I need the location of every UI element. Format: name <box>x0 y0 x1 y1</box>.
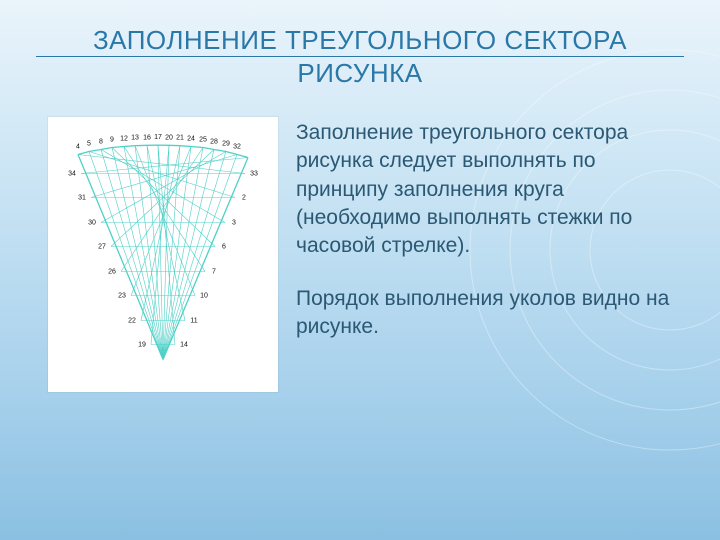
svg-text:21: 21 <box>176 135 184 142</box>
svg-text:24: 24 <box>187 136 195 143</box>
svg-text:17: 17 <box>154 134 162 141</box>
svg-text:34: 34 <box>68 171 76 178</box>
svg-text:29: 29 <box>222 141 230 148</box>
paragraph-1: Заполнение треугольного сектора рисунка … <box>296 119 684 261</box>
slide: ЗАПОЛНЕНИЕ ТРЕУГОЛЬНОГО СЕКТОРА РИСУНКА … <box>0 0 720 540</box>
content-row: 4589121316172021242528293234313027262322… <box>0 97 720 392</box>
svg-text:16: 16 <box>143 134 151 141</box>
svg-text:27: 27 <box>98 244 106 251</box>
isothread-diagram: 4589121316172021242528293234313027262322… <box>48 117 278 392</box>
svg-text:31: 31 <box>78 195 86 202</box>
svg-text:10: 10 <box>200 293 208 300</box>
title-block: ЗАПОЛНЕНИЕ ТРЕУГОЛЬНОГО СЕКТОРА РИСУНКА <box>0 0 720 97</box>
svg-text:3: 3 <box>232 220 236 227</box>
svg-text:26: 26 <box>108 269 116 276</box>
svg-text:13: 13 <box>131 135 139 142</box>
svg-text:19: 19 <box>138 342 146 349</box>
svg-text:8: 8 <box>99 139 103 146</box>
svg-text:20: 20 <box>165 134 173 141</box>
svg-text:5: 5 <box>87 141 91 148</box>
svg-text:12: 12 <box>120 136 128 143</box>
svg-text:11: 11 <box>190 318 197 325</box>
svg-text:6: 6 <box>222 244 226 251</box>
body-text: Заполнение треугольного сектора рисунка … <box>296 117 684 392</box>
svg-text:4: 4 <box>76 144 80 151</box>
svg-text:28: 28 <box>210 139 218 146</box>
svg-text:30: 30 <box>88 220 96 227</box>
svg-text:9: 9 <box>110 137 114 144</box>
title-underline <box>36 56 684 57</box>
svg-text:25: 25 <box>199 137 207 144</box>
diagram-svg: 4589121316172021242528293234313027262322… <box>48 117 278 392</box>
paragraph-2: Порядок выполнения уколов видно на рисун… <box>296 285 684 342</box>
svg-text:2: 2 <box>242 195 246 202</box>
svg-text:7: 7 <box>212 269 216 276</box>
svg-text:23: 23 <box>118 293 126 300</box>
svg-text:22: 22 <box>128 318 136 325</box>
svg-text:33: 33 <box>250 171 258 178</box>
svg-text:32: 32 <box>233 144 241 151</box>
svg-text:14: 14 <box>180 342 188 349</box>
